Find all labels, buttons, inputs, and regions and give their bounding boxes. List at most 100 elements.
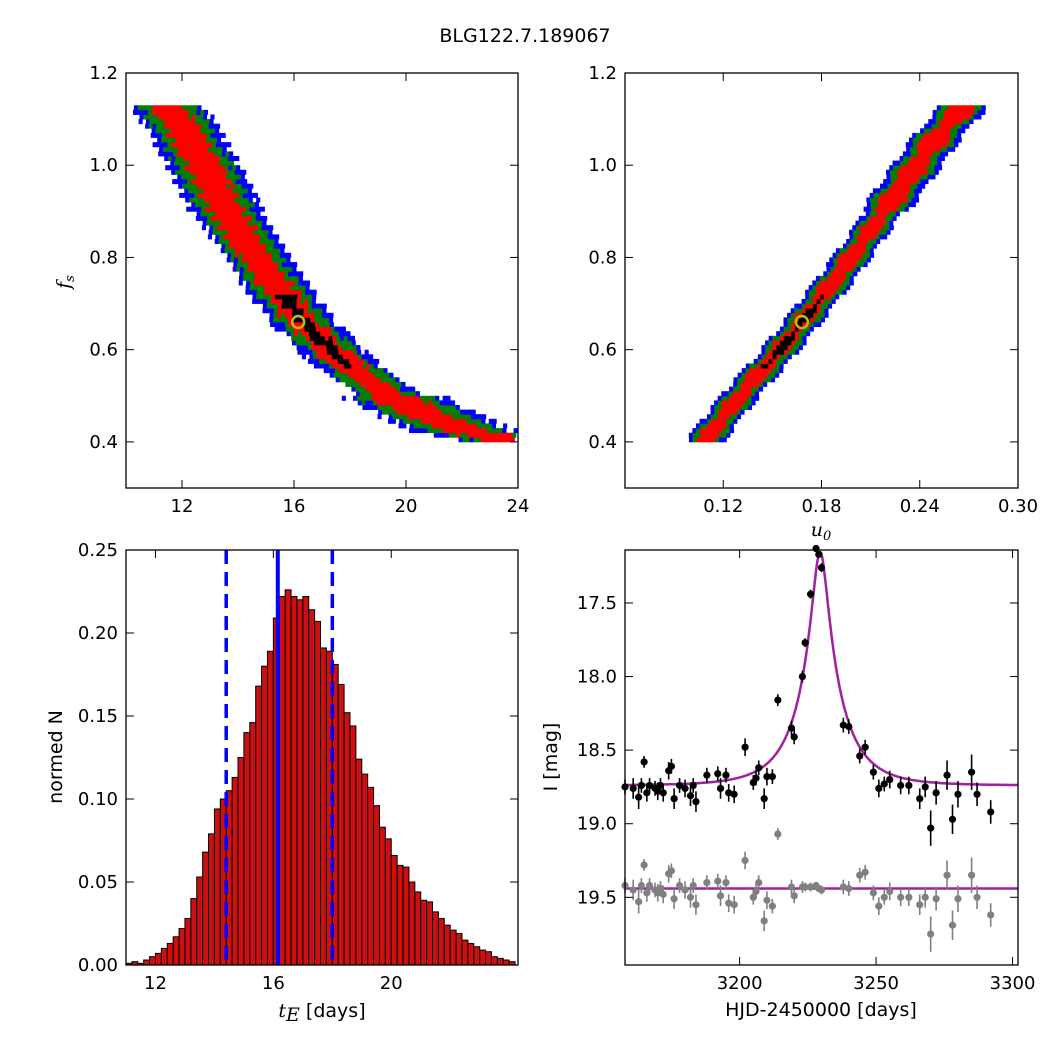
confidence-cell [154, 114, 159, 120]
confidence-cell [229, 188, 234, 194]
confidence-cell [240, 174, 245, 180]
confidence-cell [839, 248, 844, 254]
confidence-cell [427, 428, 432, 434]
confidence-cell [398, 400, 403, 406]
confidence-cell [196, 160, 201, 166]
confidence-cell [232, 202, 237, 208]
confidence-cell [225, 188, 230, 194]
confidence-cell [222, 239, 227, 244]
y-tick-label: 17.5 [577, 593, 617, 614]
confidence-cell [459, 414, 464, 420]
confidence-cell [874, 225, 879, 231]
confidence-cell [172, 165, 177, 171]
confidence-cell [284, 312, 289, 318]
confidence-cell [728, 391, 733, 397]
confidence-cell [176, 132, 181, 138]
confidence-cell [826, 266, 831, 272]
confidence-cell [282, 298, 287, 304]
confidence-cell [480, 428, 485, 434]
confidence-cell [973, 109, 978, 115]
confidence-cell [179, 179, 184, 185]
confidence-cell [805, 308, 810, 314]
confidence-cell [900, 160, 905, 166]
tick-marks [625, 550, 1018, 965]
confidence-cell [217, 179, 222, 185]
confidence-cell [164, 156, 169, 161]
confidence-cell [204, 211, 209, 217]
confidence-cell [225, 151, 230, 157]
confidence-cell [841, 262, 846, 268]
confidence-cell [901, 174, 906, 180]
confidence-cell [689, 437, 694, 443]
confidence-cell [862, 215, 867, 221]
confidence-cell [212, 156, 217, 161]
confidence-cell [216, 123, 221, 129]
confidence-cell [318, 303, 323, 309]
confidence-cell [279, 252, 284, 258]
confidence-cell [791, 331, 796, 337]
confidence-cell [319, 326, 324, 332]
confidence-cell [957, 128, 962, 134]
confidence-cell [273, 312, 278, 318]
confidence-cell [816, 289, 821, 295]
confidence-cell [886, 229, 891, 235]
confidence-cell [385, 386, 390, 392]
histogram-bar [349, 725, 357, 966]
confidence-cell [707, 437, 712, 443]
confidence-cell [208, 123, 213, 129]
confidence-cell [768, 358, 773, 364]
confidence-cell [889, 202, 894, 208]
confidence-cell [260, 206, 265, 212]
confidence-cell [732, 400, 737, 406]
y-tick-label: 0.8 [89, 247, 118, 268]
data-point [755, 878, 763, 887]
confidence-cell [726, 432, 731, 438]
confidence-cell [341, 345, 346, 351]
confidence-cell [373, 405, 378, 410]
confidence-cell [885, 220, 890, 226]
confidence-cell [771, 372, 776, 378]
confidence-cell [175, 169, 180, 175]
confidence-cell [189, 197, 194, 203]
confidence-cell [337, 358, 342, 364]
data-point [815, 550, 823, 559]
confidence-cell [364, 368, 369, 374]
confidence-cell [965, 119, 970, 125]
data-point [640, 861, 648, 869]
confidence-cell [173, 114, 178, 120]
confidence-cell [234, 229, 239, 235]
confidence-cell [874, 220, 879, 226]
confidence-cell [171, 169, 176, 175]
confidence-cell [315, 345, 320, 351]
confidence-cell [927, 137, 932, 143]
confidence-cell [433, 432, 438, 438]
confidence-cell [242, 275, 247, 281]
confidence-cell [388, 418, 393, 424]
confidence-cell [314, 322, 319, 327]
confidence-cell [866, 197, 871, 203]
confidence-cell [819, 275, 824, 281]
confidence-cell [748, 377, 753, 383]
confidence-cell [461, 428, 466, 434]
confidence-cell [182, 156, 187, 161]
confidence-cell [198, 165, 203, 171]
confidence-cell [809, 322, 814, 327]
confidence-cell [222, 160, 227, 166]
confidence-cell [178, 169, 183, 175]
best-fit-marker [794, 314, 810, 330]
confidence-cell [398, 423, 403, 429]
confidence-cell [344, 340, 349, 346]
confidence-cell [809, 294, 814, 300]
confidence-cell [845, 275, 850, 281]
confidence-cell [239, 271, 244, 277]
confidence-cell [876, 239, 881, 244]
confidence-cell [308, 294, 313, 300]
axes-frame [125, 72, 519, 489]
y-tick-label: 1.2 [588, 63, 617, 84]
confidence-cell [966, 105, 971, 111]
confidence-cell [881, 202, 886, 208]
confidence-cell [230, 234, 235, 240]
confidence-cell [846, 280, 851, 286]
confidence-cell [246, 229, 251, 235]
y-axis-label: I [mag] [540, 723, 562, 792]
